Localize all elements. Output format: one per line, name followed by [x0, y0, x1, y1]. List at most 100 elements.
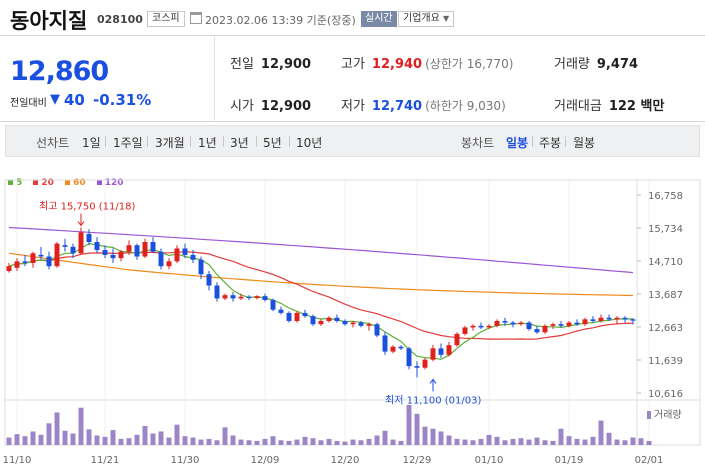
volume-bar	[430, 428, 436, 445]
x-tick-label: 12/09	[251, 455, 280, 466]
candle	[486, 325, 492, 328]
x-tick-label: 02/01	[635, 455, 664, 466]
company-overview-dropdown[interactable]: 기업개요 ▼	[398, 11, 455, 27]
volume-bar	[542, 440, 548, 445]
tab-1week[interactable]: 1주일	[113, 136, 143, 150]
tab-monthly[interactable]: 월봉	[573, 136, 596, 150]
volume-bar	[270, 436, 276, 445]
volume-bar	[566, 436, 572, 445]
candle	[366, 324, 372, 326]
volume-bar	[294, 439, 300, 445]
tab-3year[interactable]: 3년	[230, 136, 249, 150]
volume-bar	[590, 436, 596, 445]
candle	[590, 319, 596, 321]
volume-bar	[478, 438, 484, 445]
y-tick-label: 11,639	[648, 356, 683, 367]
volume-bar	[6, 437, 12, 445]
candle	[614, 317, 620, 320]
volume-bar	[206, 438, 212, 445]
candle	[6, 266, 12, 272]
min-label: 최저 11,100 (01/03)	[385, 394, 481, 406]
candle	[414, 366, 420, 368]
candle	[534, 329, 540, 333]
volume-bar	[614, 439, 620, 445]
candle	[598, 317, 604, 321]
legend-ma60-label: 60	[73, 178, 86, 188]
candle	[550, 324, 556, 326]
candle	[422, 359, 428, 368]
tab-10year[interactable]: 10년	[296, 136, 323, 150]
y-tick-label: 13,687	[648, 290, 683, 301]
volume-bar	[486, 434, 492, 445]
candle	[502, 320, 508, 323]
volume-bar	[182, 436, 188, 445]
candlestick-chart[interactable]: 16,758 15,734 14,710 13,687 12,663 11,639 10,6…	[0, 160, 705, 469]
volume-bar	[238, 439, 244, 445]
volume-bar	[262, 438, 268, 445]
volume-bar	[278, 440, 284, 445]
y-tick-label: 16,758	[648, 191, 683, 202]
volume-panel-frame	[4, 399, 701, 446]
high-price: 고가 12,940 (상한가 16,770)	[341, 53, 513, 72]
candle	[230, 295, 236, 299]
y-tick-label: 10,616	[648, 389, 683, 400]
divider	[256, 136, 257, 147]
volume-bar	[134, 434, 140, 445]
volume-bar	[158, 431, 164, 445]
volume-bar	[558, 428, 564, 445]
divider	[289, 136, 290, 147]
candle	[510, 322, 516, 325]
candle	[142, 242, 148, 257]
tab-daily[interactable]: 일봉	[506, 136, 529, 150]
divider	[565, 136, 566, 147]
candle	[270, 300, 276, 310]
x-tick-label: 11/10	[3, 455, 32, 466]
volume-label: 거래량	[554, 57, 590, 72]
volume-legend-swatch	[647, 411, 651, 419]
volume-bar	[382, 430, 388, 445]
volume: 거래량 9,474	[554, 53, 638, 72]
ma-legend: 5 20 60 120	[8, 178, 132, 188]
volume-bar	[46, 423, 52, 445]
volume-bar	[342, 441, 348, 445]
volume-bar	[534, 437, 540, 445]
candle	[358, 322, 364, 326]
tab-1day[interactable]: 1일	[82, 136, 101, 150]
candle	[518, 322, 524, 325]
tab-5year[interactable]: 5년	[263, 136, 282, 150]
volume-bar	[518, 438, 524, 445]
y-tick-label: 12,663	[648, 323, 683, 334]
volume-bar	[22, 436, 28, 445]
volume-bar	[398, 440, 404, 445]
candle	[462, 327, 468, 334]
volume-bar	[510, 438, 516, 445]
max-label: 최고 15,750 (11/18)	[39, 200, 135, 212]
candle	[246, 296, 252, 299]
tab-3month[interactable]: 3개월	[155, 136, 185, 150]
ma120-line	[8, 226, 634, 274]
candle	[14, 261, 20, 268]
volume-bar	[230, 435, 236, 445]
chart-period-tabs: 선차트 1일 1주일 3개월 1년 3년 5년 10년 봉차트 일봉 주봉 월봉	[5, 125, 700, 157]
volume-bar	[102, 436, 108, 445]
candle	[558, 324, 564, 326]
volume-bar	[214, 440, 220, 445]
tab-1year[interactable]: 1년	[198, 136, 217, 150]
candle	[310, 316, 316, 325]
volume-bar	[494, 436, 500, 445]
legend-swatch	[33, 180, 39, 185]
realtime-button[interactable]: 실시간	[361, 11, 397, 27]
volume-bar	[222, 427, 228, 445]
volume-bar	[286, 440, 292, 445]
volume-bar	[550, 440, 556, 445]
volume-bar	[246, 440, 252, 445]
candle	[582, 319, 588, 325]
volume-bar	[502, 440, 508, 445]
divider	[214, 36, 215, 122]
price-panel-frame	[4, 179, 701, 401]
volume-bar	[438, 431, 444, 445]
x-tick-label: 12/20	[331, 455, 360, 466]
legend-ma20-label: 20	[41, 178, 54, 188]
tab-weekly[interactable]: 주봉	[539, 136, 562, 150]
volume-bar	[366, 438, 372, 445]
